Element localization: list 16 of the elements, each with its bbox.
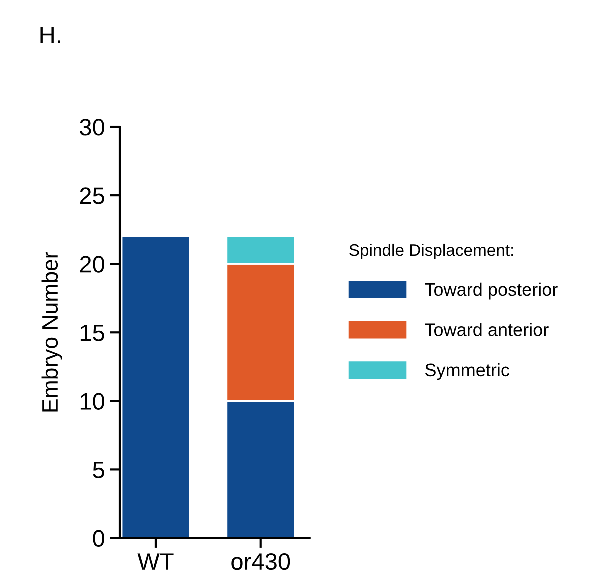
legend-title: Spindle Displacement:	[350, 244, 514, 260]
x-tick-label: or430	[232, 553, 290, 570]
y-tick-label: 25	[80, 188, 104, 204]
y-tick-label: 5	[93, 462, 104, 478]
text: H.	[40, 26, 60, 44]
y-tick-label: 15	[80, 324, 104, 342]
y-tick-label: 0	[93, 530, 104, 548]
y-tick-label: 30	[80, 119, 104, 136]
legend-label: Toward posterior	[425, 282, 558, 300]
y-axis-title: Embryo Number	[42, 252, 62, 412]
bar	[121, 236, 191, 538]
legend-label: Toward anterior	[425, 323, 549, 336]
y-tick-label: 20	[80, 256, 104, 273]
x-tick-label: WT	[138, 554, 174, 570]
y-tick-label: 10	[80, 393, 104, 410]
legend-label: Symmetric	[426, 363, 510, 380]
